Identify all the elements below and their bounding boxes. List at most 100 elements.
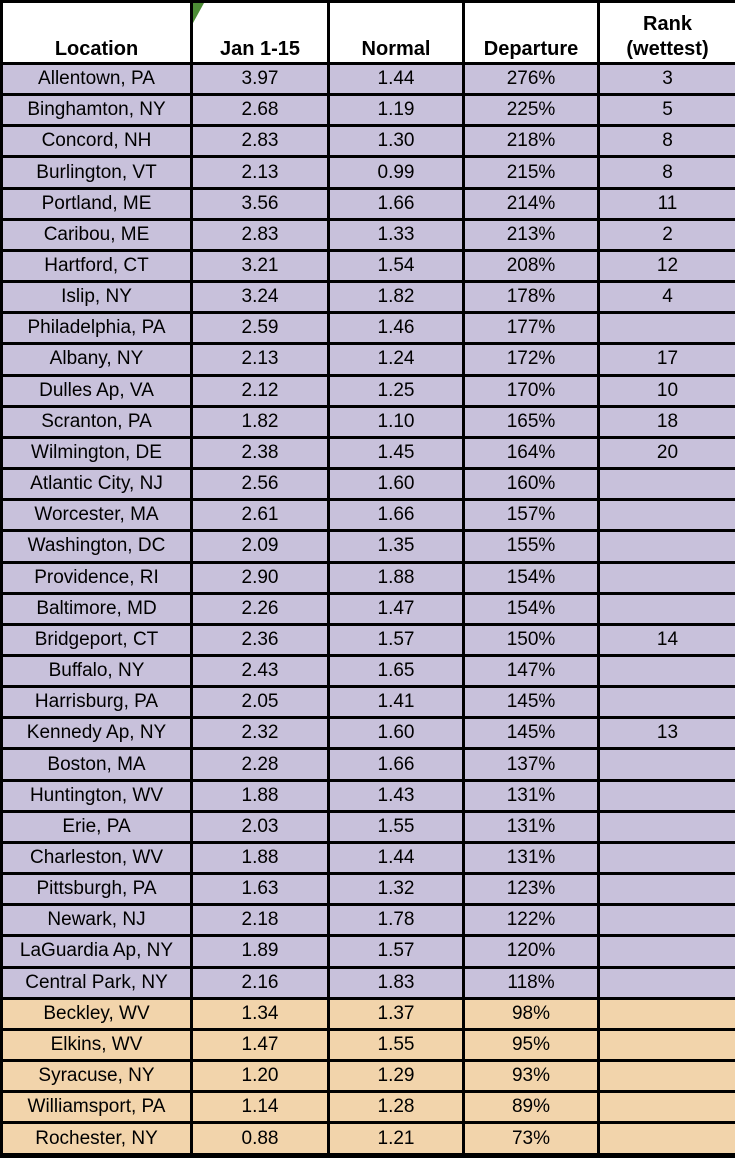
- cell-normal[interactable]: 1.33: [327, 217, 465, 252]
- cell-location[interactable]: Central Park, NY: [0, 965, 193, 1000]
- cell-jan[interactable]: 2.56: [190, 467, 330, 502]
- cell-departure[interactable]: 164%: [462, 435, 600, 471]
- header-cell-jan-1-15[interactable]: Jan 1-15: [190, 0, 330, 65]
- cell-rank[interactable]: [597, 560, 735, 595]
- cell-rank[interactable]: [597, 778, 735, 813]
- cell-normal[interactable]: 1.55: [327, 1027, 465, 1063]
- cell-normal[interactable]: 1.21: [327, 1121, 465, 1157]
- cell-rank[interactable]: [597, 840, 735, 876]
- cell-location[interactable]: Charleston, WV: [0, 840, 193, 876]
- cell-rank[interactable]: [597, 903, 735, 938]
- cell-rank[interactable]: 20: [597, 435, 735, 471]
- header-cell-rank[interactable]: Rank (wettest): [597, 0, 735, 65]
- cell-jan[interactable]: 1.88: [190, 778, 330, 813]
- cell-departure[interactable]: 95%: [462, 1027, 600, 1063]
- cell-departure[interactable]: 157%: [462, 498, 600, 533]
- cell-location[interactable]: Worcester, MA: [0, 498, 193, 533]
- cell-departure[interactable]: 120%: [462, 934, 600, 969]
- cell-normal[interactable]: 1.46: [327, 311, 465, 346]
- cell-normal[interactable]: 1.37: [327, 996, 465, 1031]
- cell-location[interactable]: Bridgeport, CT: [0, 622, 193, 657]
- cell-departure[interactable]: 165%: [462, 404, 600, 439]
- cell-location[interactable]: Binghamton, NY: [0, 93, 193, 128]
- cell-rank[interactable]: 12: [597, 248, 735, 284]
- cell-rank[interactable]: [597, 809, 735, 844]
- cell-location[interactable]: Hartford, CT: [0, 248, 193, 284]
- cell-jan[interactable]: 2.59: [190, 311, 330, 346]
- cell-departure[interactable]: 118%: [462, 965, 600, 1000]
- cell-rank[interactable]: [597, 591, 735, 626]
- cell-jan[interactable]: 2.12: [190, 373, 330, 408]
- cell-normal[interactable]: 1.10: [327, 404, 465, 439]
- cell-departure[interactable]: 131%: [462, 809, 600, 844]
- cell-jan[interactable]: 2.36: [190, 622, 330, 657]
- cell-departure[interactable]: 150%: [462, 622, 600, 657]
- cell-normal[interactable]: 1.57: [327, 934, 465, 969]
- cell-normal[interactable]: 1.41: [327, 685, 465, 720]
- cell-rank[interactable]: [597, 1121, 735, 1157]
- cell-jan[interactable]: 3.56: [190, 186, 330, 221]
- cell-jan[interactable]: 2.38: [190, 435, 330, 471]
- cell-normal[interactable]: 1.65: [327, 653, 465, 689]
- cell-rank[interactable]: 10: [597, 373, 735, 408]
- cell-location[interactable]: Wilmington, DE: [0, 435, 193, 471]
- cell-location[interactable]: Buffalo, NY: [0, 653, 193, 689]
- cell-departure[interactable]: 145%: [462, 685, 600, 720]
- cell-normal[interactable]: 1.35: [327, 529, 465, 564]
- cell-departure[interactable]: 145%: [462, 716, 600, 751]
- cell-normal[interactable]: 1.43: [327, 778, 465, 813]
- cell-rank[interactable]: [597, 872, 735, 907]
- cell-rank[interactable]: 13: [597, 716, 735, 751]
- cell-location[interactable]: Allentown, PA: [0, 61, 193, 97]
- cell-rank[interactable]: [597, 1027, 735, 1063]
- cell-location[interactable]: Albany, NY: [0, 342, 193, 377]
- cell-normal[interactable]: 1.83: [327, 965, 465, 1000]
- cell-departure[interactable]: 147%: [462, 653, 600, 689]
- cell-jan[interactable]: 1.14: [190, 1090, 330, 1125]
- cell-departure[interactable]: 178%: [462, 280, 600, 315]
- cell-location[interactable]: Baltimore, MD: [0, 591, 193, 626]
- cell-jan[interactable]: 2.28: [190, 747, 330, 782]
- cell-location[interactable]: Burlington, VT: [0, 155, 193, 190]
- cell-jan[interactable]: 2.26: [190, 591, 330, 626]
- cell-location[interactable]: Harrisburg, PA: [0, 685, 193, 720]
- cell-location[interactable]: Huntington, WV: [0, 778, 193, 813]
- cell-jan[interactable]: 2.61: [190, 498, 330, 533]
- cell-location[interactable]: Atlantic City, NJ: [0, 467, 193, 502]
- cell-departure[interactable]: 123%: [462, 872, 600, 907]
- cell-jan[interactable]: 3.24: [190, 280, 330, 315]
- cell-departure[interactable]: 131%: [462, 778, 600, 813]
- cell-departure[interactable]: 170%: [462, 373, 600, 408]
- cell-jan[interactable]: 2.83: [190, 124, 330, 159]
- cell-normal[interactable]: 1.60: [327, 716, 465, 751]
- cell-rank[interactable]: [597, 467, 735, 502]
- cell-location[interactable]: Portland, ME: [0, 186, 193, 221]
- cell-rank[interactable]: [597, 685, 735, 720]
- cell-location[interactable]: Concord, NH: [0, 124, 193, 159]
- cell-normal[interactable]: 1.28: [327, 1090, 465, 1125]
- cell-jan[interactable]: 2.13: [190, 342, 330, 377]
- cell-location[interactable]: Dulles Ap, VA: [0, 373, 193, 408]
- cell-departure[interactable]: 98%: [462, 996, 600, 1031]
- cell-rank[interactable]: 11: [597, 186, 735, 221]
- cell-departure[interactable]: 172%: [462, 342, 600, 377]
- cell-normal[interactable]: 1.44: [327, 61, 465, 97]
- cell-normal[interactable]: 1.44: [327, 840, 465, 876]
- cell-rank[interactable]: 5: [597, 93, 735, 128]
- cell-normal[interactable]: 1.88: [327, 560, 465, 595]
- cell-rank[interactable]: [597, 311, 735, 346]
- cell-normal[interactable]: 1.55: [327, 809, 465, 844]
- cell-departure[interactable]: 89%: [462, 1090, 600, 1125]
- cell-jan[interactable]: 1.82: [190, 404, 330, 439]
- cell-rank[interactable]: [597, 498, 735, 533]
- cell-rank[interactable]: 8: [597, 124, 735, 159]
- cell-jan[interactable]: 0.88: [190, 1121, 330, 1157]
- cell-normal[interactable]: 1.25: [327, 373, 465, 408]
- cell-rank[interactable]: [597, 996, 735, 1031]
- cell-location[interactable]: Islip, NY: [0, 280, 193, 315]
- cell-rank[interactable]: 2: [597, 217, 735, 252]
- cell-rank[interactable]: [597, 965, 735, 1000]
- cell-normal[interactable]: 1.82: [327, 280, 465, 315]
- cell-jan[interactable]: 2.90: [190, 560, 330, 595]
- cell-jan[interactable]: 2.43: [190, 653, 330, 689]
